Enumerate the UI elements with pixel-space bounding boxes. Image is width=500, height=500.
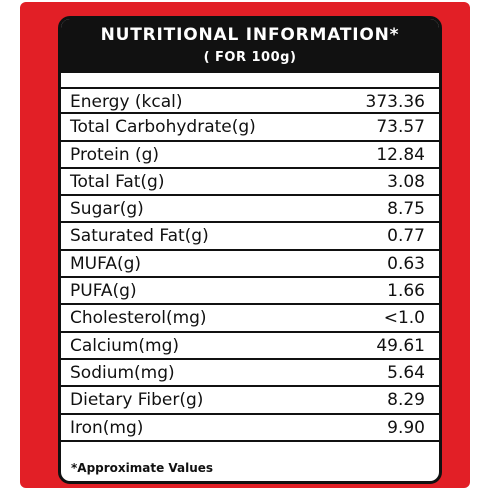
nutrient-label: Dietary Fiber(g): [70, 390, 204, 411]
nutrition-subtitle: ( FOR 100g): [203, 50, 297, 65]
nutrient-value: 73.57: [376, 117, 425, 138]
nutrient-row-iron: Iron(mg) 9.90: [61, 415, 439, 442]
nutrient-row-sodium: Sodium(mg) 5.64: [61, 360, 439, 388]
nutrient-label: Cholesterol(mg): [70, 308, 207, 329]
nutrient-value: 373.36: [365, 92, 425, 112]
nutrient-label: Energy (kcal): [70, 92, 183, 112]
nutrient-label: Calcium(mg): [70, 335, 180, 356]
nutrient-row-cholesterol: Cholesterol(mg) <1.0: [61, 305, 439, 333]
nutrient-label: Sugar(g): [70, 199, 144, 220]
nutrient-row-calcium: Calcium(mg) 49.61: [61, 333, 439, 360]
nutrient-row-saturated-fat: Saturated Fat(g) 0.77: [61, 223, 439, 251]
nutrient-value: 1.66: [387, 281, 425, 302]
nutrient-row-pufa: PUFA(g) 1.66: [61, 278, 439, 306]
nutrition-table: Energy (kcal) 373.36 Total Carbohydrate(…: [61, 73, 439, 442]
nutrition-panel: NUTRITIONAL INFORMATION* ( FOR 100g) Ene…: [58, 16, 442, 484]
nutrient-row-total-fat: Total Fat(g) 3.08: [61, 169, 439, 197]
nutrient-value: 5.64: [387, 362, 425, 383]
nutrient-value: 3.08: [387, 171, 425, 192]
nutrient-value: 8.29: [387, 390, 425, 411]
nutrient-value: 0.77: [387, 226, 425, 247]
footnote: *Approximate Values: [71, 461, 214, 475]
nutrient-label: Sodium(mg): [70, 362, 175, 383]
nutrient-value: <1.0: [383, 308, 425, 329]
nutrient-value: 0.63: [387, 253, 425, 274]
nutrient-label: Iron(mg): [70, 417, 144, 438]
nutrient-row-total-carbohydrate: Total Carbohydrate(g) 73.57: [61, 114, 439, 142]
nutrient-row-protein: Protein (g) 12.84: [61, 142, 439, 169]
nutrient-label: Saturated Fat(g): [70, 226, 209, 247]
nutrient-row-mufa: MUFA(g) 0.63: [61, 251, 439, 279]
nutrient-row-sugar: Sugar(g) 8.75: [61, 196, 439, 224]
nutrient-row-energy: Energy (kcal) 373.36: [61, 87, 439, 115]
nutrient-label: MUFA(g): [70, 253, 142, 274]
nutrient-value: 12.84: [376, 144, 425, 165]
nutrient-label: PUFA(g): [70, 281, 137, 302]
nutrient-label: Total Fat(g): [70, 171, 165, 192]
nutrient-row-dietary-fiber: Dietary Fiber(g) 8.29: [61, 387, 439, 415]
nutrient-value: 49.61: [376, 335, 425, 356]
nutrient-label: Total Carbohydrate(g): [70, 117, 256, 138]
nutrient-value: 9.90: [387, 417, 425, 438]
nutrition-title: NUTRITIONAL INFORMATION*: [100, 25, 400, 45]
nutrient-label: Protein (g): [70, 144, 160, 165]
nutrition-header: NUTRITIONAL INFORMATION* ( FOR 100g): [61, 19, 439, 73]
nutrient-value: 8.75: [387, 199, 425, 220]
